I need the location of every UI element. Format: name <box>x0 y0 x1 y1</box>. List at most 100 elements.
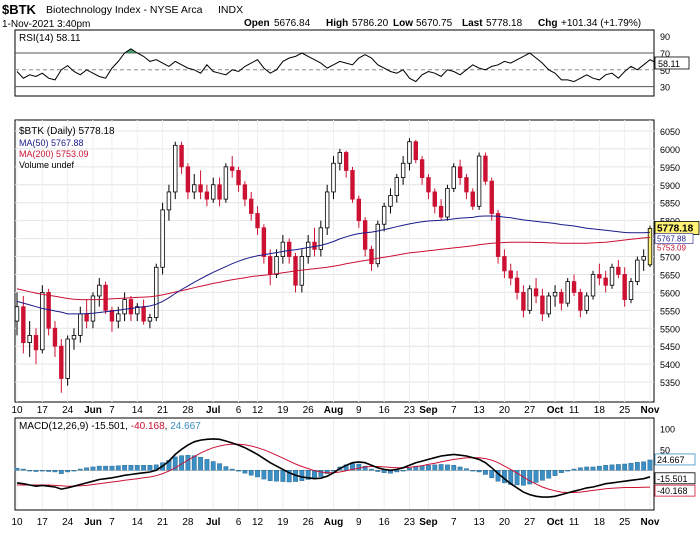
price-candle <box>280 234 286 264</box>
price-candle <box>59 339 64 393</box>
price-candle <box>293 252 298 293</box>
candle-body <box>362 220 368 250</box>
price-tick-label: 5400 <box>660 360 680 370</box>
price-candle <box>267 249 273 286</box>
macd-histogram-bar <box>400 470 406 472</box>
price-candle <box>521 285 526 318</box>
macd-histogram-bar <box>185 455 191 471</box>
candle-body <box>21 306 26 344</box>
candle-body <box>230 166 235 171</box>
price-candle <box>362 217 368 257</box>
price-legend-volume: Volume undef <box>19 160 75 170</box>
price-candle <box>514 270 520 300</box>
price-candle <box>369 245 374 271</box>
candle-body <box>426 177 431 193</box>
macd-line <box>16 438 651 498</box>
macd-histogram-bar <box>39 470 45 472</box>
macd-histogram-bar <box>33 470 39 472</box>
price-candle <box>337 148 343 171</box>
macd-histogram-bar <box>445 464 450 471</box>
candle-body <box>198 184 203 193</box>
macd-histogram-bar <box>438 464 444 471</box>
macd-value-box <box>654 472 696 485</box>
price-last-value-label: 5778.18 <box>657 223 694 234</box>
price-x-label: Oct <box>547 405 564 416</box>
price-candle <box>299 249 305 293</box>
macd-x-label: Nov <box>641 517 660 528</box>
price-candle <box>97 278 102 307</box>
price-candle <box>71 328 77 350</box>
rsi-tick-label: 70 <box>660 49 670 59</box>
macd-histogram-bar <box>552 470 558 476</box>
macd-histogram-bar <box>109 465 115 471</box>
macd-histogram-bar <box>255 470 260 478</box>
price-tick-label: 5600 <box>660 288 680 298</box>
macd-histogram-bar <box>489 470 495 479</box>
price-candle <box>249 191 254 221</box>
candle-body <box>331 162 336 193</box>
price-candle <box>432 188 437 214</box>
price-x-label: 27 <box>524 405 536 416</box>
candle-body <box>369 248 374 265</box>
candle-body <box>597 274 602 279</box>
price-candle <box>230 156 235 178</box>
macd-histogram-bar <box>115 465 121 471</box>
candle-body <box>546 295 551 315</box>
open-value: 5676.84 <box>274 18 311 29</box>
candle-body <box>211 184 216 200</box>
price-candle <box>407 138 412 171</box>
price-candle <box>103 281 108 314</box>
macd-histogram-bar <box>52 470 58 473</box>
candle-body <box>192 184 197 193</box>
macd-histogram-bar <box>558 470 564 473</box>
price-candle <box>179 141 184 175</box>
price-candle <box>381 202 387 232</box>
last-value: 5778.18 <box>486 18 523 29</box>
macd-histogram-bar <box>381 470 387 473</box>
price-candle <box>166 184 172 221</box>
price-candle <box>154 263 159 322</box>
price-candle <box>135 303 140 322</box>
candle-body <box>261 227 267 257</box>
price-candle <box>445 184 450 221</box>
macd-histogram-bar <box>318 470 324 477</box>
candle-body <box>413 141 418 161</box>
macd-x-label: 9 <box>356 517 362 528</box>
candle-body <box>394 177 399 196</box>
macd-x-label: 14 <box>132 517 144 528</box>
price-candle <box>242 181 248 207</box>
macd-histogram-bar <box>20 468 26 471</box>
price-candle <box>90 292 96 329</box>
axis-layer: 9070503058.11605060005950590058505800575… <box>11 32 700 528</box>
chg-label: Chg <box>538 18 557 29</box>
price-candle <box>438 199 444 221</box>
price-tick-label: 6000 <box>660 145 680 155</box>
macd-x-label: 27 <box>524 517 536 528</box>
candle-body <box>90 295 96 322</box>
price-x-label: 16 <box>379 405 391 416</box>
price-candle <box>14 292 20 336</box>
price-tick-label: 5850 <box>660 199 680 209</box>
macd-histogram-bar <box>90 466 96 471</box>
macd-histogram-bar <box>362 465 368 471</box>
price-layer <box>14 138 653 393</box>
candle-body <box>324 191 330 229</box>
price-tick-label: 5350 <box>660 378 680 388</box>
price-candle <box>286 238 292 264</box>
price-candle <box>451 163 456 192</box>
candle-body <box>464 177 469 193</box>
macd-histogram-bar <box>647 459 653 471</box>
candle-body <box>103 284 108 311</box>
price-tick-label: 5450 <box>660 342 680 352</box>
price-candle <box>211 177 216 203</box>
price-candle <box>388 188 393 214</box>
candle-body <box>438 205 444 218</box>
candle-body <box>84 313 89 322</box>
macd-histogram-bar <box>603 465 609 471</box>
candle-body <box>147 317 153 322</box>
macd-legend-name: MACD(12,26,9) <box>19 421 88 432</box>
macd-histogram-bar <box>280 470 286 482</box>
macd-histogram-bar <box>527 470 533 485</box>
candle-body <box>445 187 450 218</box>
